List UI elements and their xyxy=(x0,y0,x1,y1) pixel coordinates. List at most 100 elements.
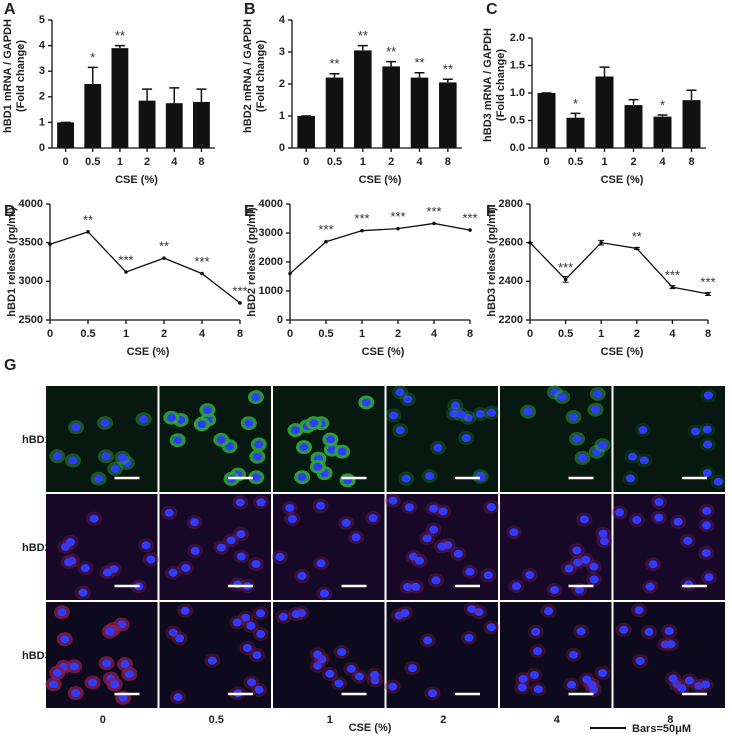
x-axis-title: CSE (%) xyxy=(601,346,644,358)
nucleus xyxy=(411,582,421,591)
nucleus xyxy=(325,435,335,444)
nucleus xyxy=(598,529,608,538)
nucleus xyxy=(110,680,120,689)
bar xyxy=(439,82,457,148)
nucleus xyxy=(415,556,425,565)
nucleus xyxy=(579,515,589,524)
column-label: 0.5 xyxy=(209,714,224,726)
nucleus xyxy=(544,607,554,616)
error-bar xyxy=(87,66,98,84)
nucleus xyxy=(598,668,608,677)
annotation: ** xyxy=(414,55,424,70)
annotation: ** xyxy=(632,229,642,244)
bar xyxy=(138,100,156,148)
error-bar xyxy=(657,114,668,117)
annotation: ** xyxy=(358,28,368,43)
nucleus xyxy=(677,684,687,693)
nucleus xyxy=(388,496,398,505)
point xyxy=(124,270,128,274)
bar xyxy=(566,117,585,148)
nucleus xyxy=(487,408,497,417)
micrograph xyxy=(159,602,271,708)
y-tick-label: 2800 xyxy=(499,198,523,210)
nucleus xyxy=(475,410,485,419)
nucleus xyxy=(120,660,130,669)
x-tick-label: 0.5 xyxy=(80,328,95,340)
y-tick-label: 5 xyxy=(39,14,45,26)
error-bar xyxy=(705,291,711,296)
nucleus xyxy=(388,682,398,691)
nucleus xyxy=(297,473,307,482)
nucleus xyxy=(422,534,432,543)
x-axis-title: CSE (%) xyxy=(349,722,392,734)
nucleus xyxy=(453,549,463,558)
error-bar xyxy=(562,276,569,283)
x-tick-label: 0 xyxy=(543,156,549,168)
bar xyxy=(537,93,556,148)
point xyxy=(288,271,292,276)
nucleus xyxy=(525,571,535,580)
x-tick-label: 4 xyxy=(431,328,438,340)
micrograph xyxy=(159,494,271,600)
nucleus xyxy=(66,537,76,546)
nucleus xyxy=(164,508,174,517)
nucleus xyxy=(433,443,443,452)
nucleus xyxy=(117,453,127,462)
nucleus xyxy=(632,515,642,524)
bar xyxy=(410,77,429,148)
micrograph xyxy=(273,602,385,708)
nucleus xyxy=(581,555,591,564)
bar xyxy=(595,76,614,148)
x-tick-label: 4 xyxy=(416,156,423,168)
nucleus xyxy=(337,647,347,656)
error-bar xyxy=(628,98,639,106)
y-axis-title: hBD3 mRNA / GAPDH xyxy=(482,28,494,142)
x-tick-label: 4 xyxy=(669,328,676,340)
nucleus xyxy=(80,564,90,573)
nucleus xyxy=(549,585,559,594)
nucleus xyxy=(236,530,246,539)
nucleus xyxy=(68,456,78,465)
annotation: ** xyxy=(443,62,453,77)
annotation: *** xyxy=(426,204,441,219)
x-tick-label: 4 xyxy=(171,156,178,168)
nucleus xyxy=(275,552,285,561)
nucleus xyxy=(634,606,644,615)
nucleus xyxy=(429,504,439,513)
nucleus xyxy=(573,558,583,567)
nucleus xyxy=(644,627,654,636)
x-tick-label: 0 xyxy=(303,156,309,168)
nucleus xyxy=(173,436,183,445)
error-bar xyxy=(329,73,340,78)
nucleus xyxy=(533,685,543,694)
nucleus xyxy=(173,693,183,702)
bar xyxy=(325,77,344,148)
nucleus xyxy=(511,582,521,591)
nucleus xyxy=(408,552,418,561)
nucleus xyxy=(683,536,693,545)
line xyxy=(529,241,709,295)
nucleus xyxy=(599,537,609,546)
y-tick-label: 4000 xyxy=(19,198,43,210)
nucleus xyxy=(486,623,496,632)
nucleus xyxy=(226,536,236,545)
row-label: hBD3 xyxy=(22,650,51,662)
nucleus xyxy=(400,608,410,617)
nucleus xyxy=(703,391,713,400)
nucleus xyxy=(202,406,212,415)
nucleus xyxy=(341,518,351,527)
column-label: 8 xyxy=(667,714,673,726)
nucleus xyxy=(461,433,471,442)
y-tick-label: 1.5 xyxy=(510,59,525,71)
column-label: 0 xyxy=(100,714,106,726)
nucleus xyxy=(285,503,295,512)
nucleus xyxy=(254,685,264,694)
error-bar xyxy=(357,44,368,51)
column-label: 1 xyxy=(327,714,333,726)
annotation: *** xyxy=(462,211,477,226)
nucleus xyxy=(57,608,67,617)
bar xyxy=(624,105,643,148)
annotation: *** xyxy=(194,254,209,269)
nucleus xyxy=(168,628,178,637)
